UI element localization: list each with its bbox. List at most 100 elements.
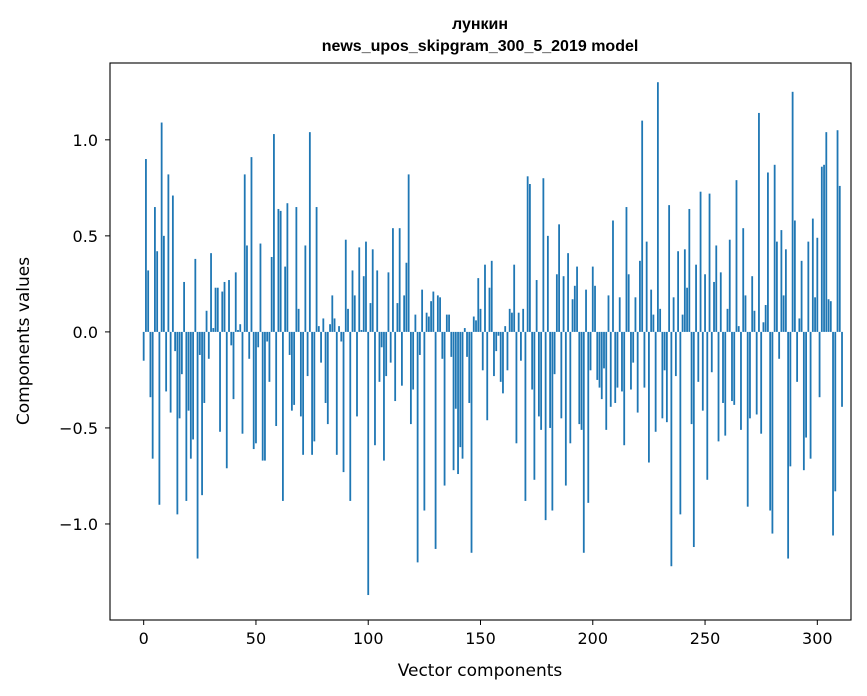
bar-component-188 (564, 331, 567, 486)
bar-component-144 (466, 331, 468, 357)
bar-component-128 (430, 301, 432, 332)
bar-component-2 (147, 270, 150, 332)
bar-component-129 (432, 291, 435, 332)
bar-component-308 (834, 331, 837, 492)
bar-component-271 (751, 276, 754, 332)
bar-component-257 (719, 272, 722, 332)
bar-component-242 (686, 287, 688, 332)
bar-component-261 (728, 239, 731, 332)
bar-component-269 (746, 331, 749, 507)
bar-component-136 (448, 314, 450, 332)
y-tick-label: 1.0 (73, 131, 98, 150)
y-tick-label: −0.5 (59, 419, 98, 438)
bar-component-235 (670, 331, 673, 567)
bar-component-228 (654, 331, 657, 432)
bar-component-114 (398, 228, 401, 332)
bar-component-72 (304, 245, 307, 332)
bar-component-154 (488, 287, 491, 332)
bar-component-77 (315, 207, 318, 332)
bar-component-31 (212, 328, 215, 332)
bar-component-211 (616, 331, 619, 388)
bar-component-162 (506, 331, 509, 371)
y-axis-label: Components values (14, 257, 34, 425)
bar-component-16 (178, 331, 181, 419)
bar-component-126 (425, 312, 428, 332)
bar-component-207 (607, 295, 610, 332)
bar-component-78 (317, 326, 320, 332)
bar-component-187 (562, 276, 565, 332)
bar-component-106 (380, 331, 383, 348)
bar-component-56 (268, 331, 271, 382)
bar-component-273 (755, 331, 758, 415)
bar-component-157 (495, 331, 498, 352)
bar-component-14 (174, 331, 177, 352)
bar-component-89 (342, 331, 345, 473)
bar-component-156 (493, 331, 495, 377)
bar-component-110 (389, 331, 392, 363)
bar-component-18 (183, 281, 185, 332)
bar-component-191 (571, 299, 574, 332)
bar-component-98 (362, 276, 365, 332)
bar-component-238 (677, 251, 679, 332)
bar-component-213 (621, 331, 623, 392)
bar-component-147 (472, 316, 475, 332)
bar-component-296 (807, 241, 810, 332)
bar-component-226 (650, 289, 653, 332)
bar-component-206 (605, 331, 608, 430)
bar-component-278 (767, 172, 769, 332)
bar-component-52 (259, 243, 262, 332)
bar-component-197 (585, 289, 587, 332)
bar-component-173 (531, 331, 534, 390)
bar-component-205 (603, 331, 605, 369)
bar-component-155 (490, 260, 493, 332)
bar-component-291 (796, 331, 799, 382)
bar-component-12 (169, 331, 172, 413)
bar-component-253 (710, 331, 713, 373)
bar-component-299 (814, 297, 816, 332)
bar-component-165 (513, 264, 516, 332)
bar-component-50 (255, 331, 257, 444)
bar-component-5 (154, 207, 156, 332)
bar-component-64 (286, 203, 289, 332)
bar-component-1 (145, 159, 147, 332)
bar-component-134 (443, 331, 446, 486)
bar-component-8 (160, 122, 163, 332)
bar-component-198 (587, 331, 590, 503)
bar-component-70 (299, 331, 302, 417)
bar-component-132 (439, 297, 441, 332)
bar-component-4 (151, 331, 154, 459)
bar-component-279 (769, 331, 772, 511)
bar-component-199 (589, 331, 592, 371)
bar-component-142 (461, 331, 464, 459)
bar-component-63 (284, 266, 287, 332)
y-tick-label: 0.0 (73, 323, 98, 342)
bar-component-183 (553, 331, 556, 375)
bar-component-293 (800, 260, 803, 332)
bar-component-305 (827, 299, 830, 332)
bar-component-286 (784, 249, 787, 332)
bar-component-99 (365, 241, 367, 332)
bar-component-135 (445, 314, 448, 332)
bar-component-176 (537, 331, 540, 417)
bar-component-304 (825, 132, 828, 332)
bar-component-298 (811, 218, 814, 332)
bar-component-180 (546, 235, 549, 332)
bar-component-251 (706, 331, 709, 480)
bar-component-247 (697, 331, 700, 382)
bar-component-51 (257, 331, 260, 348)
x-tick-label: 250 (690, 629, 721, 648)
bar-component-121 (414, 314, 417, 332)
bar-component-218 (632, 331, 635, 363)
bar-component-118 (407, 174, 410, 332)
bar-component-184 (555, 274, 558, 332)
bar-component-65 (288, 331, 291, 355)
bar-component-143 (463, 328, 466, 332)
bar-component-160 (502, 331, 504, 394)
bar-component-124 (421, 289, 424, 332)
bar-component-202 (596, 331, 599, 380)
bar-component-15 (176, 331, 179, 515)
bar-component-138 (452, 331, 455, 471)
bar-component-87 (338, 326, 340, 332)
bar-component-263 (733, 331, 736, 405)
